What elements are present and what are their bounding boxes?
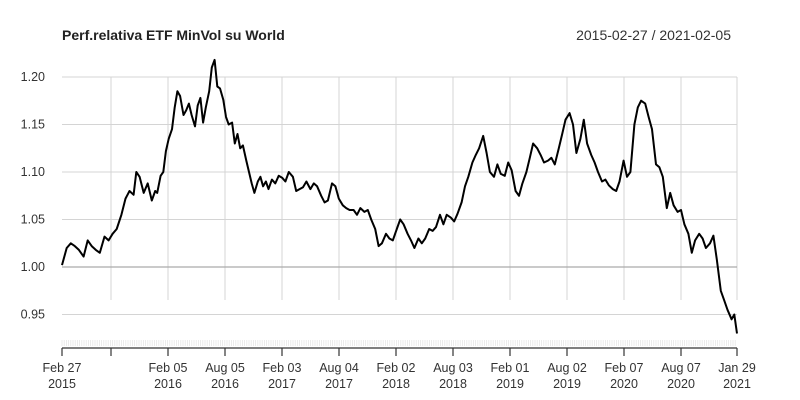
y-tick-label: 1.15 (21, 118, 45, 132)
x-tick-label-month: Aug 05 (205, 361, 245, 375)
x-tick-label-month: Jan 29 (718, 361, 756, 375)
x-tick-label-year: 2019 (496, 377, 524, 391)
y-tick-label: 1.05 (21, 213, 45, 227)
x-tick-label-year: 2017 (325, 377, 353, 391)
x-tick-label-month: Feb 02 (377, 361, 416, 375)
x-tick-label-year: 2018 (439, 377, 467, 391)
x-tick-label-month: Feb 05 (149, 361, 188, 375)
x-tick-label-year: 2016 (154, 377, 182, 391)
x-tick-label-month: Aug 02 (547, 361, 587, 375)
x-tick-label-month: Feb 07 (605, 361, 644, 375)
x-tick-label-year: 2018 (382, 377, 410, 391)
x-tick-label-year: 2020 (610, 377, 638, 391)
x-tick-label-year: 2019 (553, 377, 581, 391)
x-tick-label-month: Feb 01 (491, 361, 530, 375)
x-tick-label-year: 2020 (667, 377, 695, 391)
y-tick-label: 1.20 (21, 70, 45, 84)
series-line (61, 58, 738, 334)
minor-tick-band (61, 340, 736, 346)
y-axis-tick-labels: 1.20 1.15 1.10 1.05 1.00 0.95 (21, 70, 45, 322)
x-tick-label-month: Aug 03 (433, 361, 473, 375)
x-tick-label-year: 2015 (48, 377, 76, 391)
chart-title: Perf.relativa ETF MinVol su World (62, 27, 285, 43)
x-tick-label-year: 2021 (723, 377, 751, 391)
y-tick-label: 1.00 (21, 260, 45, 274)
x-tick-label-month: Feb 03 (263, 361, 302, 375)
x-axis-ticks: Feb 27 2015 Feb 05 2016 Aug 05 2016 Feb 03 2017… (43, 348, 756, 391)
y-tick-label: 1.10 (21, 165, 45, 179)
x-tick-label-year: 2016 (211, 377, 239, 391)
x-tick-label-month: Feb 27 (43, 361, 82, 375)
x-tick-label-month: Aug 07 (661, 361, 701, 375)
y-tick-label: 0.95 (21, 308, 45, 322)
date-range-label: 2015-02-27 / 2021-02-05 (576, 27, 731, 43)
x-tick-label-year: 2017 (268, 377, 296, 391)
x-tick-label-month: Aug 04 (319, 361, 359, 375)
